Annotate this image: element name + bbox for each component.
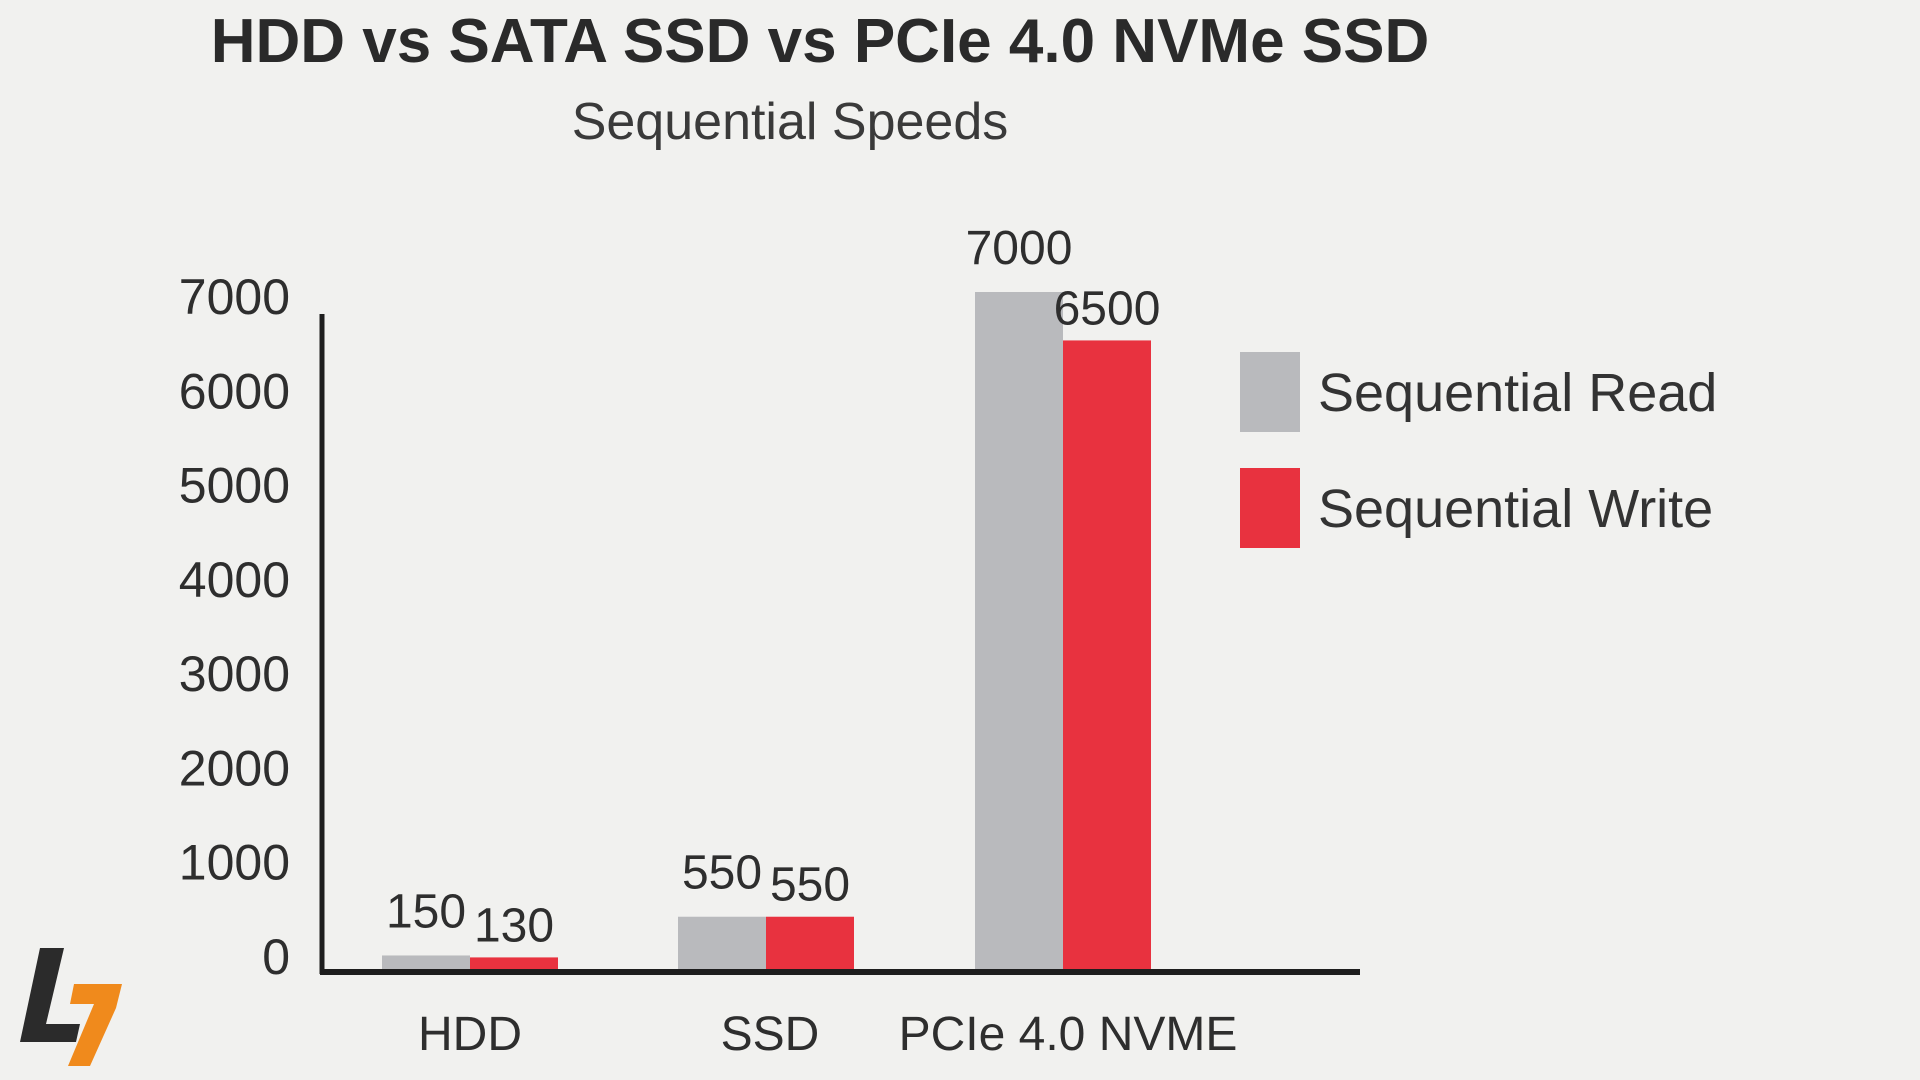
brand-logo-icon xyxy=(20,948,122,1066)
x-tick-label: PCIe 4.0 NVME xyxy=(899,1008,1238,1061)
y-tick-label: 0 xyxy=(262,929,290,985)
legend-item-write: Sequential Write xyxy=(1240,468,1880,548)
bar-read-0 xyxy=(382,955,470,970)
legend-swatch-write xyxy=(1240,468,1300,548)
data-label: 550 xyxy=(682,847,762,900)
y-tick-label: 5000 xyxy=(179,458,290,514)
y-tick-label: 6000 xyxy=(179,363,290,419)
legend-label-write: Sequential Write xyxy=(1318,479,1714,539)
labels-layer: 150 130 HDD 550 550 SSD 7000 6500 PCIe 4.0 NVME 0… xyxy=(179,222,1238,1061)
legend-item-read: Sequential Read xyxy=(1240,352,1880,432)
data-label: 150 xyxy=(386,885,466,938)
bar-write-1 xyxy=(766,916,854,970)
bars-layer xyxy=(382,292,1151,970)
y-tick-label: 4000 xyxy=(179,552,290,608)
bar-read-1 xyxy=(678,916,766,970)
bar-write-0 xyxy=(470,957,558,970)
data-label: 6500 xyxy=(1054,282,1161,335)
legend-swatch-read xyxy=(1240,352,1300,432)
data-label: 130 xyxy=(474,899,554,952)
data-label: 7000 xyxy=(966,222,1073,275)
chart-subtitle: Sequential Speeds xyxy=(571,93,1009,151)
x-tick-label: HDD xyxy=(418,1008,522,1061)
y-tick-label: 2000 xyxy=(179,740,290,796)
bar-write-2 xyxy=(1063,340,1151,970)
chart-title: HDD vs SATA SSD vs PCIe 4.0 NVMe SSD xyxy=(210,7,1430,76)
data-label: 550 xyxy=(770,859,850,912)
legend-label-read: Sequential Read xyxy=(1318,363,1718,423)
x-tick-label: SSD xyxy=(721,1008,820,1061)
axis-layer xyxy=(319,314,1360,975)
y-tick-label: 1000 xyxy=(179,835,290,891)
y-tick-label: 3000 xyxy=(179,646,290,702)
bar-read-2 xyxy=(975,292,1063,970)
y-tick-label: 7000 xyxy=(179,269,290,325)
